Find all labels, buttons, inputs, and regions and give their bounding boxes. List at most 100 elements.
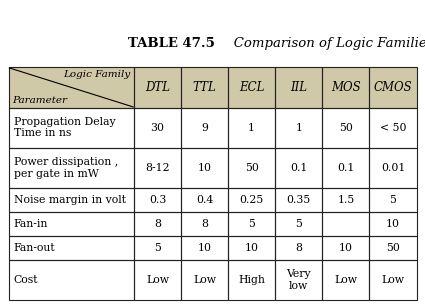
Text: Noise margin in volt: Noise margin in volt bbox=[14, 195, 126, 205]
Bar bbox=[134, 67, 181, 107]
Bar bbox=[369, 148, 416, 188]
Bar bbox=[134, 260, 181, 300]
Text: 0.35: 0.35 bbox=[286, 195, 311, 205]
Text: 50: 50 bbox=[245, 163, 258, 173]
Bar bbox=[275, 236, 322, 260]
Bar bbox=[228, 260, 275, 300]
Bar bbox=[228, 148, 275, 188]
Text: 0.25: 0.25 bbox=[240, 195, 264, 205]
Bar bbox=[369, 260, 416, 300]
Bar bbox=[134, 212, 181, 236]
Text: Propagation Delay
Time in ns: Propagation Delay Time in ns bbox=[14, 117, 115, 138]
Text: 5: 5 bbox=[295, 219, 302, 229]
Bar bbox=[134, 236, 181, 260]
Bar bbox=[134, 188, 181, 212]
Bar bbox=[275, 212, 322, 236]
Text: Logic Family: Logic Family bbox=[63, 70, 130, 79]
Text: 10: 10 bbox=[339, 243, 353, 253]
Bar bbox=[8, 67, 134, 107]
Bar bbox=[369, 236, 416, 260]
Bar bbox=[322, 236, 369, 260]
Text: Low: Low bbox=[334, 275, 357, 285]
Bar bbox=[181, 67, 228, 107]
Bar bbox=[369, 212, 416, 236]
Bar bbox=[8, 212, 134, 236]
Text: 5: 5 bbox=[154, 243, 161, 253]
Bar bbox=[228, 188, 275, 212]
Text: 0.4: 0.4 bbox=[196, 195, 213, 205]
Text: MOS: MOS bbox=[331, 81, 361, 94]
Bar bbox=[181, 107, 228, 148]
Text: 50: 50 bbox=[339, 123, 353, 132]
Bar bbox=[228, 67, 275, 107]
Bar bbox=[322, 212, 369, 236]
Text: 30: 30 bbox=[150, 123, 164, 132]
Bar bbox=[181, 148, 228, 188]
Text: 0.1: 0.1 bbox=[337, 163, 354, 173]
Text: 8: 8 bbox=[295, 243, 302, 253]
Bar bbox=[134, 107, 181, 148]
Text: Very
low: Very low bbox=[286, 269, 311, 291]
Bar bbox=[275, 67, 322, 107]
Text: 10: 10 bbox=[198, 243, 212, 253]
Bar bbox=[322, 107, 369, 148]
Text: 9: 9 bbox=[201, 123, 208, 132]
Text: Low: Low bbox=[146, 275, 169, 285]
Bar bbox=[369, 107, 416, 148]
Text: ECL: ECL bbox=[239, 81, 264, 94]
Text: 50: 50 bbox=[386, 243, 400, 253]
Text: 10: 10 bbox=[386, 219, 400, 229]
Bar bbox=[8, 188, 134, 212]
Bar bbox=[134, 67, 181, 107]
Bar bbox=[181, 212, 228, 236]
Bar bbox=[8, 67, 134, 107]
Text: 1: 1 bbox=[248, 123, 255, 132]
Text: 0.3: 0.3 bbox=[149, 195, 166, 205]
Bar bbox=[8, 148, 134, 188]
Text: CMOS: CMOS bbox=[374, 81, 412, 94]
Text: Cost: Cost bbox=[14, 275, 38, 285]
Text: 8: 8 bbox=[154, 219, 161, 229]
Bar bbox=[8, 107, 134, 148]
Text: 0.01: 0.01 bbox=[381, 163, 405, 173]
Text: Comparison of Logic Families: Comparison of Logic Families bbox=[221, 38, 425, 50]
Bar bbox=[181, 67, 228, 107]
Text: IIL: IIL bbox=[290, 81, 307, 94]
Bar bbox=[228, 67, 275, 107]
Text: 8-12: 8-12 bbox=[145, 163, 170, 173]
Text: 1: 1 bbox=[295, 123, 302, 132]
Text: Fan-out: Fan-out bbox=[14, 243, 55, 253]
Bar bbox=[369, 67, 416, 107]
Bar bbox=[275, 260, 322, 300]
Bar bbox=[275, 107, 322, 148]
Text: 1.5: 1.5 bbox=[337, 195, 354, 205]
Bar bbox=[228, 107, 275, 148]
Bar bbox=[181, 260, 228, 300]
Text: Fan-in: Fan-in bbox=[14, 219, 48, 229]
Bar bbox=[322, 148, 369, 188]
Text: 0.1: 0.1 bbox=[290, 163, 307, 173]
Text: 10: 10 bbox=[198, 163, 212, 173]
Bar bbox=[322, 188, 369, 212]
Bar bbox=[275, 148, 322, 188]
Text: TTL: TTL bbox=[193, 81, 216, 94]
Bar bbox=[228, 212, 275, 236]
Bar bbox=[322, 67, 369, 107]
Text: Parameter: Parameter bbox=[12, 96, 67, 105]
Bar bbox=[8, 260, 134, 300]
Bar bbox=[275, 67, 322, 107]
Bar bbox=[181, 188, 228, 212]
Bar bbox=[181, 236, 228, 260]
Text: Low: Low bbox=[382, 275, 405, 285]
Text: < 50: < 50 bbox=[380, 123, 406, 132]
Text: Power dissipation ,
per gate in mW: Power dissipation , per gate in mW bbox=[14, 157, 118, 179]
Bar bbox=[322, 67, 369, 107]
Bar bbox=[228, 236, 275, 260]
Bar bbox=[369, 67, 416, 107]
Text: 5: 5 bbox=[248, 219, 255, 229]
Bar bbox=[369, 188, 416, 212]
Text: DTL: DTL bbox=[145, 81, 170, 94]
Text: 5: 5 bbox=[390, 195, 397, 205]
Text: TABLE 47.5: TABLE 47.5 bbox=[128, 38, 214, 50]
Text: 10: 10 bbox=[245, 243, 259, 253]
